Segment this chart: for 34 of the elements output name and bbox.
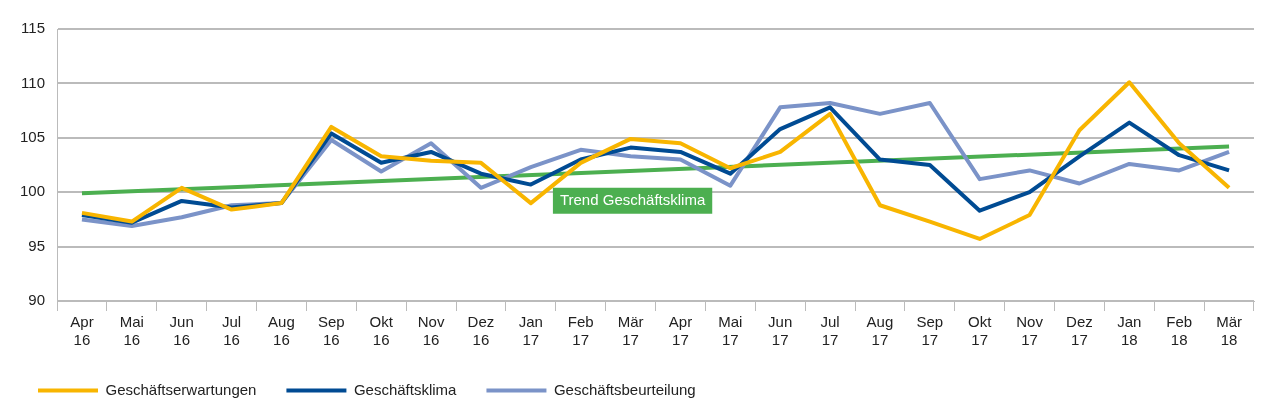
x-tick-label: Mai 16 <box>119 313 144 349</box>
x-tick-label: Jan 17 <box>518 313 543 349</box>
y-tick-label: 95 <box>28 236 46 254</box>
x-tick-label: Mär 18 <box>1216 313 1242 349</box>
x-tick-label: Mai 17 <box>718 313 743 349</box>
x-tick-label: Okt 17 <box>968 313 993 349</box>
x-tick-label: Feb 17 <box>567 313 594 349</box>
x-tick-label: Jun 17 <box>768 313 793 349</box>
x-tick-label: Dez 16 <box>467 313 495 349</box>
x-tick-label: Aug 17 <box>866 313 894 349</box>
x-tick-label: Apr 17 <box>668 313 693 349</box>
x-tick-label: Feb 18 <box>1166 313 1193 349</box>
x-tick-label: Jul 16 <box>221 313 242 349</box>
x-tick-label: Jan 18 <box>1117 313 1142 349</box>
x-tick-label: Sep 17 <box>916 313 944 349</box>
legend-label: Geschäftsklima <box>353 380 458 398</box>
x-tick-label: Aug 16 <box>268 313 295 349</box>
x-tick-label: Jul 17 <box>820 313 840 349</box>
x-tick-label: Apr 16 <box>70 313 94 349</box>
legend-label: Geschäftsbeurteilung <box>553 380 696 398</box>
x-tick-label: Nov 17 <box>1016 313 1044 349</box>
x-tick-label: Okt 16 <box>369 313 394 349</box>
x-tick-label: Dez 17 <box>1066 313 1093 349</box>
y-tick-label: 115 <box>21 19 46 37</box>
y-tick-label: 100 <box>20 182 46 200</box>
y-tick-label: 110 <box>21 73 46 91</box>
y-tick-label: 90 <box>28 291 46 309</box>
series-label: Trend Geschäftsklima <box>559 190 706 208</box>
x-tick-label: Mär 17 <box>617 313 644 349</box>
x-tick-label: Jun 16 <box>169 313 194 349</box>
x-tick-label: Nov 16 <box>417 313 445 349</box>
legend-label: Geschäftserwartungen <box>105 380 257 398</box>
y-tick-label: 105 <box>20 127 46 145</box>
x-tick-label: Sep 16 <box>317 313 345 349</box>
